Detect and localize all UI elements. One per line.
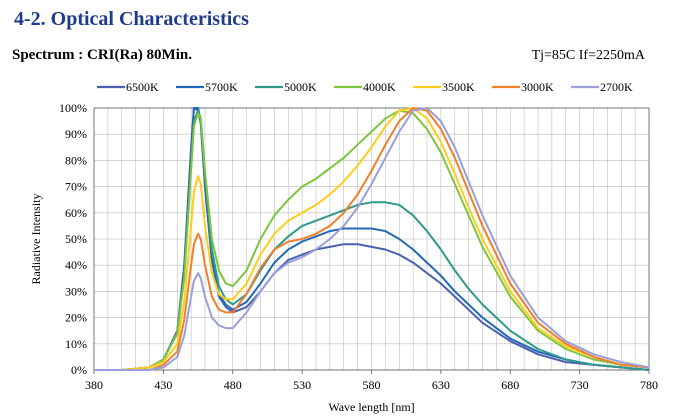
y-tick-label: 40% [65, 258, 87, 272]
series-line-3500k [94, 107, 650, 371]
y-tick-label: 70% [65, 180, 87, 194]
legend-label-3000k: 3000K [521, 80, 554, 94]
series-line-2700k [94, 107, 650, 371]
legend-label-5000k: 5000K [284, 80, 317, 94]
x-tick-label: 530 [293, 378, 311, 392]
x-tick-label: 580 [363, 378, 381, 392]
x-tick-label: 480 [224, 378, 242, 392]
x-tick-label: 380 [85, 378, 103, 392]
y-tick-label: 30% [65, 284, 87, 298]
x-tick-label: 430 [154, 378, 172, 392]
y-tick-label: 0% [71, 363, 87, 377]
y-tick-label: 90% [65, 127, 87, 141]
test-conditions: Tj=85C If=2250mA [531, 48, 645, 63]
y-tick-label: 50% [65, 232, 87, 246]
y-tick-label: 60% [65, 206, 87, 220]
x-axis-label: Wave length [nm] [328, 400, 414, 414]
y-tick-label: 20% [65, 311, 87, 325]
series-line-3000k [94, 107, 650, 371]
x-tick-label: 730 [571, 378, 589, 392]
section-title: 4-2. Optical Characteristics [14, 8, 249, 30]
legend-label-6500k: 6500K [126, 80, 159, 94]
legend-label-5700k: 5700K [205, 80, 238, 94]
y-axis-label: Radiative Intensity [29, 194, 43, 285]
y-tick-label: 10% [65, 337, 87, 351]
y-tick-label: 80% [65, 153, 87, 167]
series-line-4000k [94, 109, 650, 371]
x-tick-label: 630 [432, 378, 450, 392]
x-tick-label: 680 [501, 378, 519, 392]
legend-label-3500k: 3500K [442, 80, 475, 94]
y-tick-label: 100% [59, 101, 87, 115]
spectrum-subtitle: Spectrum : CRI(Ra) 80Min. [12, 47, 192, 63]
legend-label-4000k: 4000K [363, 80, 396, 94]
x-tick-label: 780 [640, 378, 658, 392]
legend-label-2700k: 2700K [600, 80, 633, 94]
